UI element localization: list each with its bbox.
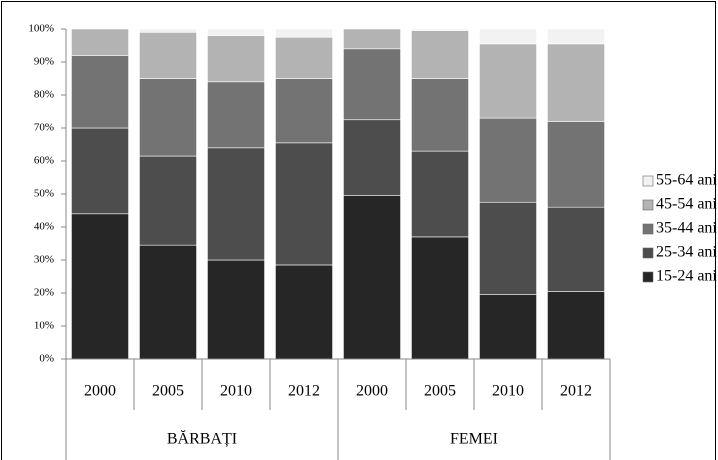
bar-segment: [411, 30, 469, 79]
bar-segment: [343, 195, 401, 360]
bar-segment: [207, 28, 265, 36]
bar-segment: [411, 150, 469, 238]
legend-label: 35-44 ani: [656, 220, 717, 237]
bar-segment: [139, 244, 197, 360]
y-tick-label: 80%: [34, 89, 54, 101]
legend-swatch: [642, 175, 654, 187]
bar-segment: [479, 294, 537, 360]
x-tick-label: 2012: [560, 383, 592, 400]
y-tick-label: 50%: [34, 188, 54, 200]
bar-segment: [71, 213, 129, 360]
bar-segment: [547, 43, 605, 122]
group-label: BĂRBAȚI: [167, 429, 237, 448]
x-tick-label: 2005: [424, 383, 456, 400]
legend-label: 15-24 ani: [656, 268, 717, 285]
bar-segment: [547, 206, 605, 292]
bar-segment: [275, 142, 333, 266]
y-tick-label: 60%: [34, 155, 54, 167]
bar-segment: [547, 121, 605, 208]
bar-segment: [479, 201, 537, 295]
bar-segment: [139, 155, 197, 246]
y-tick-label: 40%: [34, 221, 54, 233]
y-tick-label: 30%: [34, 254, 54, 266]
bar-segment: [343, 28, 401, 50]
legend-swatch: [642, 199, 654, 211]
bar-segment: [71, 127, 129, 215]
x-tick-label: 2000: [84, 383, 116, 400]
bar-segment: [411, 236, 469, 360]
y-tick-label: 100%: [28, 23, 54, 35]
bar-segment: [139, 78, 197, 157]
y-tick-label: 90%: [34, 56, 54, 68]
x-tick-label: 2012: [288, 383, 320, 400]
y-tick-label: 70%: [34, 122, 54, 134]
bar-segment: [343, 48, 401, 121]
legend-swatch: [642, 223, 654, 235]
bar-segment: [207, 147, 265, 261]
x-tick-label: 2010: [492, 383, 524, 400]
bar-segment: [547, 291, 605, 360]
bar-segment: [547, 28, 605, 45]
bar-segment: [343, 119, 401, 196]
bar-segment: [207, 81, 265, 149]
bar-segment: [479, 117, 537, 203]
bar-segment: [207, 259, 265, 360]
bar-segment: [207, 35, 265, 83]
bar-segment: [275, 78, 333, 144]
bar-segment: [411, 28, 469, 31]
legend-swatch: [642, 271, 654, 283]
legend-label: 25-34 ani: [656, 244, 717, 261]
bar-segment: [479, 28, 537, 45]
y-tick-label: 20%: [34, 287, 54, 299]
bar-segment: [479, 43, 537, 119]
bar-segment: [139, 31, 197, 79]
x-tick-label: 2005: [152, 383, 184, 400]
y-tick-label: 0%: [39, 353, 54, 365]
legend-swatch: [642, 247, 654, 259]
y-tick-label: 10%: [34, 320, 54, 332]
bar-segment: [275, 264, 333, 360]
bar-segment: [275, 28, 333, 38]
legend-label: 55-64 ani: [656, 172, 717, 189]
bar-segment: [139, 28, 197, 33]
bar-segment: [71, 28, 129, 56]
x-tick-label: 2000: [356, 383, 388, 400]
bar-segment: [71, 55, 129, 129]
group-label: FEMEI: [450, 431, 498, 448]
bar-segment: [411, 78, 469, 152]
x-tick-label: 2010: [220, 383, 252, 400]
bar-segment: [275, 36, 333, 79]
legend-label: 45-54 ani: [656, 196, 717, 213]
